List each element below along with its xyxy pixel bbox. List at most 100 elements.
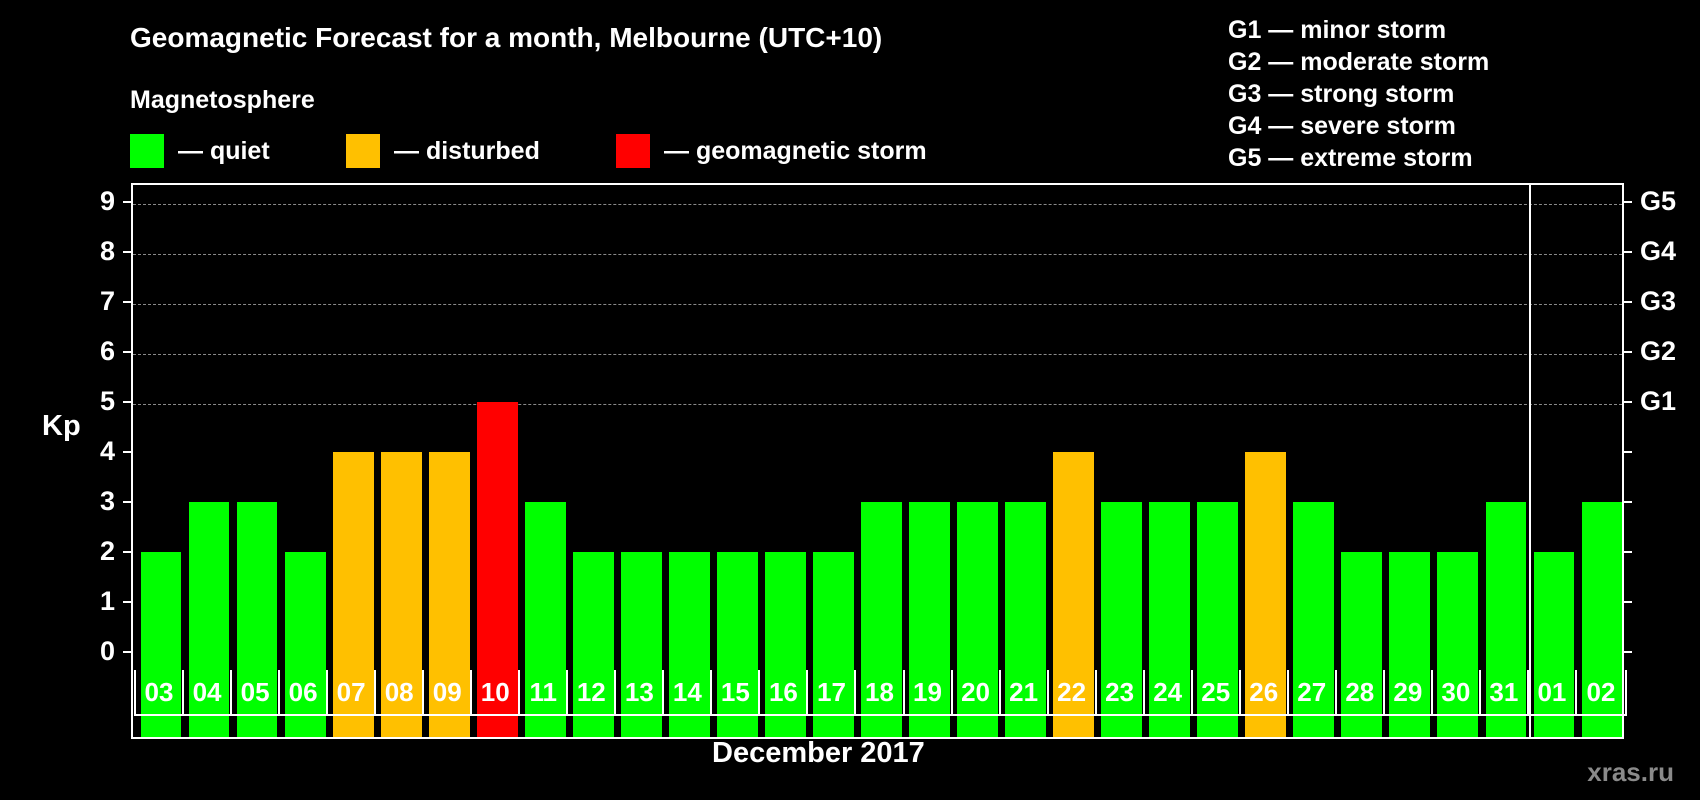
month-separator [1528,185,1531,737]
g-scale-label: G3 [1640,286,1677,316]
legend-storm: — geomagnetic storm [616,134,927,168]
bar-day-15 [716,552,758,737]
x-day-label: 28 [1337,670,1385,714]
x-day-label: 14 [664,670,713,714]
x-day-label: 20 [953,670,1001,714]
y-tick-left [123,251,131,253]
y-tick-right [1624,601,1632,603]
g3-legend: G3 — strong storm [1228,80,1455,108]
bar-day-05 [236,502,278,737]
x-day-label: 26 [1241,670,1289,714]
bar-day-28 [1341,552,1383,737]
y-tick-right [1624,251,1632,253]
y-tick-left [123,351,131,353]
x-axis-label: December 2017 [712,737,925,769]
x-day-label: 24 [1145,670,1193,714]
y-tick-label: 7 [99,286,115,316]
bar-day-10 [476,402,518,737]
bar-day-22 [1053,452,1095,737]
bar-day-20 [957,502,998,737]
disturbed-swatch-icon [346,134,380,168]
y-tick-right [1624,351,1632,353]
g1-legend: G1 — minor storm [1228,16,1447,44]
x-day-label: 17 [808,670,857,714]
bar-day-06 [284,552,326,737]
g5-legend: G5 — extreme storm [1228,144,1473,172]
bar-day-01 [1533,552,1575,737]
chart-title: Geomagnetic Forecast for a month, Melbou… [130,22,883,53]
legend-storm-label: — geomagnetic storm [664,136,927,165]
x-day-label: 30 [1433,670,1481,714]
bar-day-16 [765,552,806,737]
y-tick-label: 4 [99,436,115,466]
bar-day-23 [1101,502,1143,737]
y-tick-label: 8 [99,236,115,266]
y-tick-right [1624,551,1632,553]
gridline-kp7 [133,304,1622,305]
bar-day-13 [620,552,662,737]
x-day-label: 12 [568,670,617,714]
bar-day-19 [909,502,950,737]
x-axis-day-labels: 03 04 05 06 07 08 09 10 11 12 13 14 15 16 17 18 19 20 21 22… [134,670,1627,716]
x-day-label: 08 [376,670,425,714]
x-day-label: 21 [1001,670,1049,714]
x-day-label: 04 [184,670,233,714]
x-day-label: 09 [424,670,473,714]
bar-day-11 [524,502,566,737]
bar-day-21 [1005,502,1046,737]
bar-day-04 [188,502,230,737]
legend-quiet: — quiet [130,134,270,168]
y-tick-left [123,601,131,603]
x-day-label: 11 [520,670,569,714]
y-tick-label: 0 [99,636,115,666]
gridline-kp8 [133,254,1622,255]
bar-day-12 [572,552,614,737]
x-day-label: 23 [1097,670,1145,714]
bar-day-07 [332,452,374,737]
x-day-label: 19 [905,670,953,714]
g-scale-legend: G1 — minor storm G2 — moderate storm G3 … [1228,14,1489,174]
y-tick-left [123,301,131,303]
bar-day-31 [1485,502,1527,737]
x-day-label: 29 [1385,670,1433,714]
x-day-label: 13 [616,670,665,714]
x-day-label: 05 [232,670,281,714]
storm-swatch-icon [616,134,650,168]
g-scale-label: G5 [1640,186,1677,216]
y-tick-label: 1 [99,586,115,616]
g-scale-label: G4 [1640,236,1677,266]
legend-disturbed-label: — disturbed [394,136,540,165]
bar-day-27 [1293,502,1335,737]
bar-day-08 [380,452,422,737]
x-day-label: 10 [472,670,521,714]
legend-disturbed: — disturbed [346,134,540,168]
y-tick-label: 2 [99,536,115,566]
y-tick-label: 5 [99,386,115,416]
y-tick-left [123,451,131,453]
plot-area [131,183,1624,739]
bar-day-02 [1581,502,1623,737]
legend-subtitle: Magnetosphere [130,86,315,114]
x-day-label: 18 [856,670,905,714]
y-tick-label: 9 [99,186,115,216]
quiet-swatch-icon [130,134,164,168]
bar-day-17 [813,552,854,737]
bar-day-26 [1245,452,1287,737]
y-tick-right [1624,401,1632,403]
bar-day-25 [1197,502,1239,737]
y-tick-right [1624,651,1632,653]
bar-day-30 [1437,552,1479,737]
y-tick-left [123,651,131,653]
bar-day-18 [861,502,902,737]
x-day-label: 25 [1193,670,1241,714]
x-day-label: 01 [1529,670,1577,714]
gridline-kp9 [133,204,1622,205]
x-day-label: 27 [1289,670,1337,714]
bar-day-09 [428,452,470,737]
y-tick-left [123,551,131,553]
x-day-label: 03 [136,670,185,714]
y-tick-left [123,401,131,403]
g-scale-label: G2 [1640,336,1677,366]
y-tick-right [1624,501,1632,503]
x-day-label: 15 [712,670,761,714]
